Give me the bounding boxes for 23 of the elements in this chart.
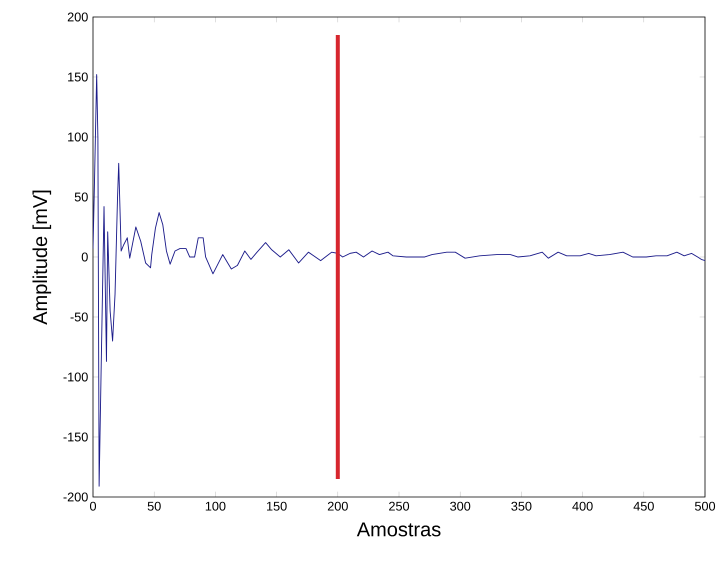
x-tick-label: 0 — [90, 502, 96, 511]
y-tick-label: 150 — [68, 72, 88, 82]
x-tick-label: 400 — [572, 502, 593, 511]
x-tick-label: 50 — [148, 502, 161, 511]
x-tick-label: 500 — [694, 502, 716, 511]
x-tick-label: 150 — [266, 502, 287, 511]
y-tick-label: -200 — [64, 492, 88, 502]
y-tick-label: 0 — [82, 252, 88, 262]
y-tick-label: 100 — [68, 132, 88, 142]
y-tick-label: -50 — [70, 312, 88, 322]
x-axis-title: Amostras — [356, 522, 440, 536]
x-tick-label: 200 — [328, 502, 348, 511]
y-axis-title: Amplitude [mV] — [32, 190, 52, 325]
x-tick-label: 250 — [389, 502, 410, 511]
line-series — [93, 74, 705, 487]
y-tick-label: -150 — [64, 432, 88, 442]
y-tick-label: -100 — [64, 372, 88, 382]
x-tick-label: 300 — [450, 502, 470, 511]
y-tick-label: 200 — [68, 12, 88, 22]
x-tick-label: 350 — [511, 502, 532, 511]
x-tick-label: 450 — [634, 502, 654, 511]
x-tick-label: 100 — [206, 502, 226, 511]
y-tick-label: 50 — [74, 192, 88, 202]
